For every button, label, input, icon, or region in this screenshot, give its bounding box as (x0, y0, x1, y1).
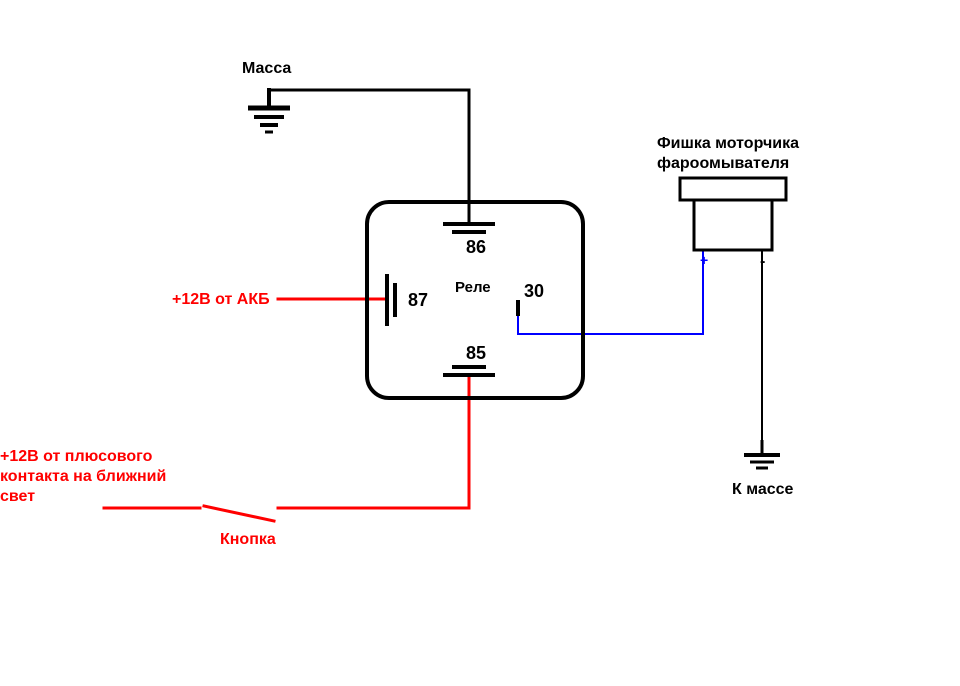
connector-minus: - (760, 252, 765, 271)
label-connector-line1: Фишка моторчика (657, 134, 799, 153)
pin-87-bar-small (393, 283, 397, 317)
pin-30-number: 30 (524, 281, 544, 303)
pin-86-number: 86 (466, 237, 486, 259)
label-connector-line2: фароомывателя (657, 154, 789, 173)
pin-86-bar (443, 222, 495, 226)
connector-plus: + (700, 252, 708, 269)
pin-30-stub (516, 300, 520, 316)
label-ground-bottom: К массе (732, 480, 793, 499)
label-ground-top: Масса (242, 59, 291, 78)
label-lowbeam-line3: свет (0, 487, 35, 506)
relay-label: Реле (455, 279, 491, 297)
diagram-stage: Реле 86 85 87 30 Масса К массе Фишка мот… (0, 0, 960, 686)
label-lowbeam-line1: +12В от плюсового (0, 447, 152, 466)
pin-86-bar-small (452, 230, 486, 234)
pin-85-bar (443, 373, 495, 377)
label-lowbeam-line2: контакта на ближний (0, 467, 166, 486)
label-akb: +12В от АКБ (172, 290, 270, 309)
label-button: Кнопка (220, 530, 276, 549)
pin-87-number: 87 (408, 290, 428, 312)
pin-85-bar-small (452, 365, 486, 369)
pin-85-number: 85 (466, 343, 486, 365)
pin-87-bar (385, 274, 389, 326)
